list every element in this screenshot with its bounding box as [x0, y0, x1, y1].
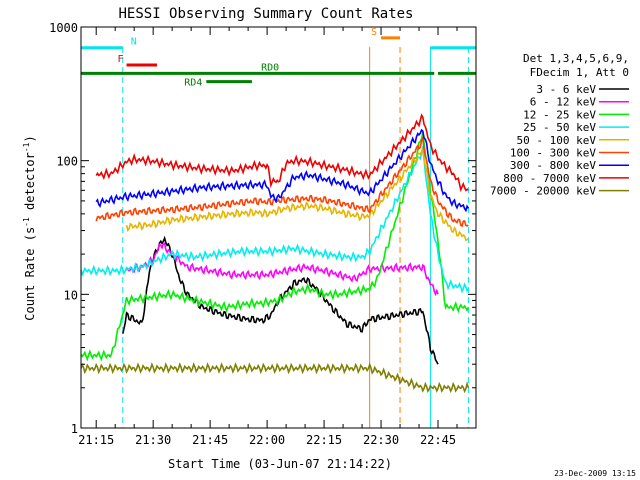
x-tick-label-6: 22:45: [420, 433, 456, 447]
y-tick-label-2: 100: [56, 155, 78, 169]
x-tick-label-3: 22:00: [249, 433, 285, 447]
series-line-4: [125, 147, 469, 242]
x-axis-label: Start Time (03-Jun-07 21:14:22): [168, 457, 392, 471]
legend-header-line-1: Det 1,3,4,5,6,9,: [523, 52, 629, 65]
legend-label-5: 100 - 300 keV: [510, 147, 596, 160]
legend-label-1: 6 - 12 keV: [530, 96, 597, 109]
legend-label-3: 25 - 50 keV: [523, 121, 596, 134]
legend-label-7: 800 - 7000 keV: [503, 172, 596, 185]
x-tick-label-2: 21:45: [192, 433, 228, 447]
x-tick-label-1: 21:30: [135, 433, 171, 447]
legend-label-8: 7000 - 20000 keV: [490, 185, 596, 198]
x-tick-label-0: 21:15: [78, 433, 114, 447]
annotation-label-n: N: [131, 37, 137, 48]
y-axis-label-sup1: -1: [22, 217, 31, 227]
series-line-2: [80, 132, 470, 362]
y-axis-label: Count Rate (s-1 detector-1): [22, 135, 37, 320]
y-tick-label-1: 10: [64, 288, 78, 302]
y-axis-label-mid: detector: [23, 152, 37, 217]
y-tick-label-0: 1: [71, 422, 78, 436]
axes: 21:15 21:30 21:45 22:00 22:15 22:30 22:45 1 10 10…: [49, 21, 477, 447]
plot-frame: [80, 26, 477, 429]
annotation-label-rd0: RD0: [261, 62, 279, 73]
series-line-6: [95, 128, 470, 213]
annotation-label-f: F: [118, 54, 124, 65]
annotation-label-rd4: RD4: [184, 78, 202, 89]
y-axis-label-end: ): [23, 135, 37, 142]
series-line-0: [122, 235, 439, 365]
y-axis-label-sup2: -1: [22, 142, 31, 152]
chart-title: HESSI Observing Summary Count Rates: [118, 6, 413, 22]
legend: Det 1,3,4,5,6,9, FDecim 1, Att 0 3 - 6 k…: [490, 52, 629, 198]
legend-header-line-2: FDecim 1, Att 0: [530, 66, 629, 79]
series-line-5: [95, 135, 469, 228]
series-line-7: [95, 113, 469, 193]
y-axis-label-main: Count Rate (s: [23, 227, 37, 321]
legend-label-6: 300 - 800 keV: [510, 159, 596, 172]
legend-label-2: 12 - 25 keV: [523, 108, 596, 121]
series-line-3: [80, 146, 470, 294]
y-tick-label-3: 1000: [49, 21, 78, 35]
x-tick-label-5: 22:30: [363, 433, 399, 447]
legend-label-0: 3 - 6 keV: [536, 83, 596, 96]
data-layer: NF RD0 RD4 S: [80, 27, 476, 428]
x-tick-label-4: 22:15: [306, 433, 342, 447]
series-line-8: [80, 362, 470, 394]
annotation-label-s: S: [371, 27, 377, 38]
footer-timestamp: 23-Dec-2009 13:15: [554, 469, 636, 478]
legend-label-4: 50 - 100 keV: [517, 134, 597, 147]
